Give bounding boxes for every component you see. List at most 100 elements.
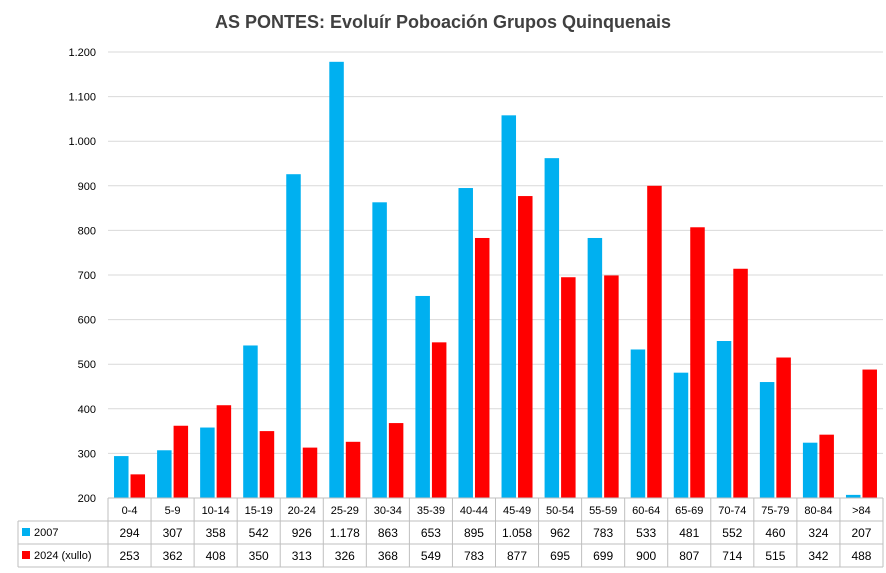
data-label: 962 — [550, 526, 570, 540]
bar-series2 — [431, 342, 447, 498]
data-label: 342 — [808, 549, 828, 563]
x-tick-label: 55-59 — [589, 505, 617, 517]
x-tick-label: 75-79 — [761, 505, 789, 517]
data-label: 313 — [292, 549, 312, 563]
data-label: 783 — [464, 549, 484, 563]
x-tick-label: >84 — [852, 505, 871, 517]
x-tick-label: 15-19 — [245, 505, 273, 517]
data-label: 358 — [206, 526, 226, 540]
x-tick-label: 10-14 — [202, 505, 230, 517]
bar-series1 — [501, 115, 517, 498]
data-label: 549 — [421, 549, 441, 563]
bar-series1 — [802, 442, 818, 498]
legend-swatch-series1 — [22, 528, 30, 536]
y-tick-label: 200 — [78, 493, 96, 505]
bar-series2 — [173, 425, 189, 498]
data-label: 460 — [765, 526, 785, 540]
y-tick-label: 600 — [78, 315, 96, 327]
bar-series1 — [415, 295, 430, 498]
data-label: 515 — [765, 549, 785, 563]
bar-series1 — [673, 372, 689, 498]
bar-series1 — [286, 174, 301, 499]
bar-series2 — [388, 423, 404, 498]
data-label: 926 — [292, 526, 312, 540]
data-label: 324 — [808, 526, 828, 540]
x-tick-label: 40-44 — [460, 505, 488, 517]
bar-series1 — [243, 345, 258, 498]
data-label: 1.058 — [502, 526, 532, 540]
y-tick-label: 400 — [78, 404, 96, 416]
data-label: 368 — [378, 549, 398, 563]
data-label: 294 — [120, 526, 140, 540]
bar-series2 — [862, 369, 877, 498]
bar-series2 — [216, 405, 232, 498]
bar-series2 — [302, 447, 318, 498]
data-label: 783 — [593, 526, 613, 540]
legend-swatch-series2 — [22, 551, 30, 559]
data-label: 695 — [550, 549, 570, 563]
y-tick-label: 1.100 — [68, 92, 96, 104]
x-tick-label: 65-69 — [675, 505, 703, 517]
bar-series2 — [474, 237, 490, 498]
bar-series2 — [819, 434, 834, 498]
y-tick-label: 800 — [78, 225, 96, 237]
data-label: 207 — [851, 526, 871, 540]
data-label: 900 — [636, 549, 656, 563]
bar-series2 — [518, 196, 533, 499]
bar-series2 — [259, 431, 275, 498]
bar-series1 — [114, 456, 129, 498]
bar-series1 — [845, 494, 861, 498]
bar-series1 — [716, 341, 732, 498]
x-tick-label: 45-49 — [503, 505, 531, 517]
data-label: 533 — [636, 526, 656, 540]
data-label: 542 — [249, 526, 269, 540]
y-tick-label: 1.200 — [68, 47, 96, 59]
bar-series1 — [759, 382, 775, 498]
bar-series2 — [345, 441, 361, 498]
data-table: 0-4 5-9 10-14 15-19 20-24 25-29 30-34 35-39 40-4… — [17, 497, 884, 568]
x-tick-label: 35-39 — [417, 505, 445, 517]
data-label: 253 — [120, 549, 140, 563]
data-label: 653 — [421, 526, 441, 540]
bar-series1 — [630, 349, 646, 498]
x-tick-label: 50-54 — [546, 505, 574, 517]
x-tick-label: 0-4 — [122, 505, 138, 517]
data-label: 877 — [507, 549, 527, 563]
x-tick-label: 30-34 — [374, 505, 402, 517]
y-tick-label: 300 — [78, 448, 96, 460]
bar-series1 — [544, 158, 560, 498]
x-tick-label: 60-64 — [632, 505, 660, 517]
y-axis: 200 300 400 500 600 700 800 900 1.000 1.100 1.200 — [68, 47, 96, 505]
x-tick-label: 80-84 — [804, 505, 832, 517]
bar-series2 — [130, 474, 146, 498]
bar-series2 — [604, 275, 619, 498]
data-label: 552 — [722, 526, 742, 540]
data-label: 1.178 — [330, 526, 360, 540]
legend-label-series2: 2024 (xullo) — [34, 550, 91, 562]
y-tick-label: 700 — [78, 270, 96, 282]
bar-series2 — [776, 357, 791, 498]
data-label: 714 — [722, 549, 742, 563]
data-label: 488 — [851, 549, 871, 563]
bar-series2 — [647, 185, 662, 499]
data-label: 807 — [679, 549, 699, 563]
y-tick-label: 900 — [78, 181, 96, 193]
bar-series1 — [200, 427, 215, 498]
bar-series2 — [561, 277, 576, 498]
data-label: 863 — [378, 526, 398, 540]
data-label: 326 — [335, 549, 355, 563]
bars — [114, 61, 877, 499]
bar-series1 — [372, 202, 387, 498]
data-label: 350 — [249, 549, 269, 563]
data-label: 307 — [163, 526, 183, 540]
data-label: 895 — [464, 526, 484, 540]
legend-label-series1: 2007 — [34, 527, 58, 539]
x-tick-label: 25-29 — [331, 505, 359, 517]
bar-series1 — [329, 61, 344, 498]
bar-series2 — [690, 227, 705, 498]
x-tick-label: 20-24 — [288, 505, 316, 517]
bar-series1 — [157, 450, 172, 498]
bar-series1 — [587, 237, 603, 498]
data-label: 362 — [163, 549, 183, 563]
y-tick-label: 1.000 — [68, 136, 96, 148]
